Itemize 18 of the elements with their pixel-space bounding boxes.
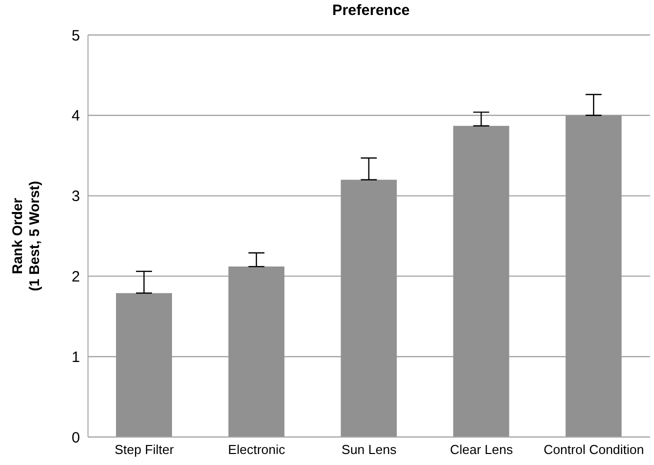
- bar: [116, 293, 172, 437]
- bar: [566, 115, 622, 437]
- x-tick-label: Control Condition: [544, 442, 644, 458]
- y-axis-title: Rank Order (1 Best, 5 Worst): [9, 180, 42, 292]
- y-tick-label: 4: [72, 108, 80, 125]
- x-tick-label: Electronic: [228, 442, 286, 458]
- y-tick-label: 1: [72, 348, 80, 366]
- y-tick-label: 3: [72, 188, 80, 206]
- x-tick-label: Step Filter: [114, 442, 174, 458]
- chart-title: Preference: [331, 2, 411, 19]
- x-tick-label: Clear Lens: [450, 442, 514, 458]
- bar: [453, 126, 510, 437]
- y-tick-label: 2: [72, 268, 80, 286]
- y-tick-label: 5: [72, 27, 80, 44]
- bar: [340, 180, 397, 437]
- y-tick-label: 0: [72, 429, 80, 446]
- bar: [228, 266, 284, 437]
- x-tick-label: Sun Lens: [342, 442, 397, 458]
